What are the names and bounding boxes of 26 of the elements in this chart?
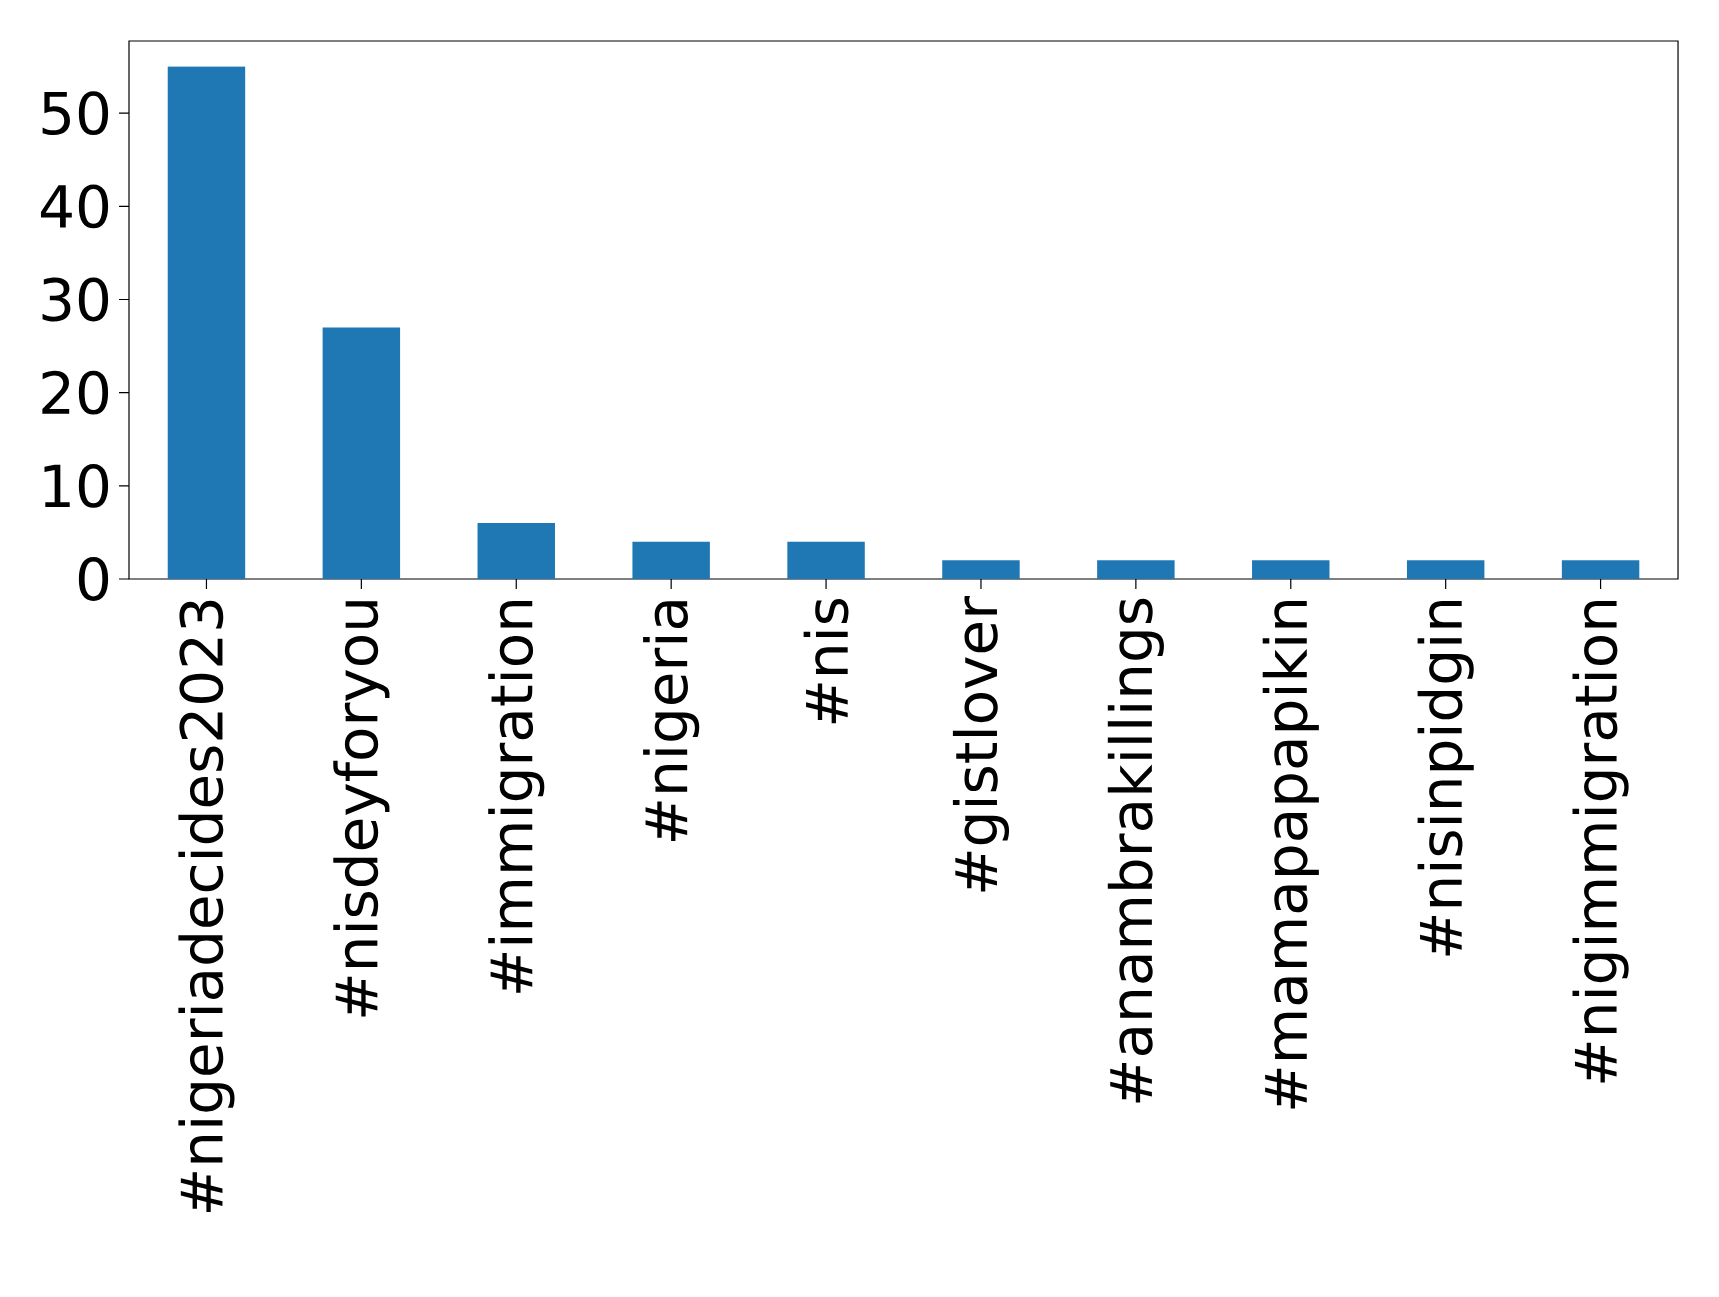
bar [322, 327, 401, 579]
bar [1561, 560, 1640, 579]
bar [1406, 560, 1485, 579]
y-tick-label: 50 [42, 91, 109, 136]
y-tick-label: 0 [78, 557, 109, 601]
bar [1097, 560, 1175, 579]
y-tick-label: 30 [42, 277, 109, 322]
x-tick-label: #nigeriadecides2023 [178, 600, 235, 1212]
bar [477, 523, 555, 579]
bar [632, 541, 710, 579]
y-tick-label: 20 [42, 370, 109, 415]
x-tick-label: #gistlover [952, 596, 1010, 892]
bar [167, 66, 246, 579]
x-tick-label: #nis [803, 598, 849, 724]
x-tick-label: #nisinpidgin [1417, 600, 1474, 956]
y-tick-label: 10 [44, 463, 109, 508]
x-tick-label: #nisdeyforyou [333, 601, 390, 1017]
x-tick-label: #nigimmigration [1572, 600, 1629, 1083]
x-tick-label: #mamapapapikin [1262, 600, 1319, 1109]
x-tick-label: #anambrakillings [1107, 598, 1164, 1103]
bar [1252, 560, 1330, 579]
y-tick-label: 40 [40, 184, 109, 229]
x-tick-label: #immigration [488, 600, 545, 993]
bar [942, 560, 1020, 579]
bar [787, 541, 865, 579]
x-tick-label: #nigeria [643, 601, 700, 842]
